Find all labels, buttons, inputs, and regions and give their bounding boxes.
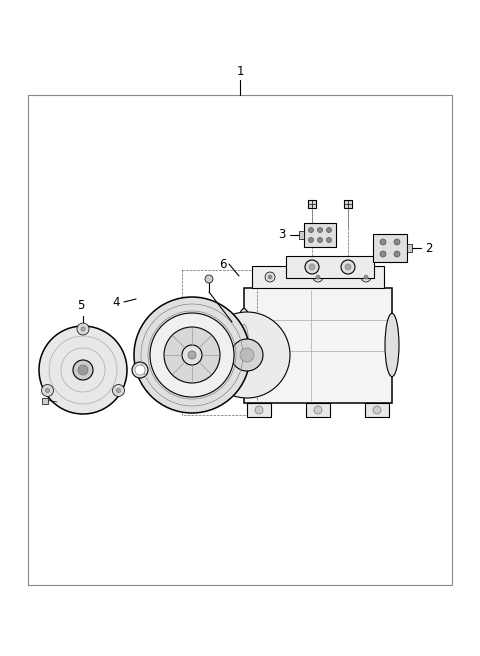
Circle shape <box>205 341 223 359</box>
Circle shape <box>345 264 351 270</box>
Circle shape <box>373 406 381 414</box>
Circle shape <box>255 406 263 414</box>
Circle shape <box>313 272 323 282</box>
Bar <box>182 270 257 415</box>
Circle shape <box>188 351 196 359</box>
Bar <box>306 403 330 417</box>
Circle shape <box>81 327 85 331</box>
Circle shape <box>77 323 89 335</box>
Circle shape <box>46 388 49 392</box>
Circle shape <box>132 362 148 378</box>
Bar <box>247 403 271 417</box>
Text: 2: 2 <box>425 241 432 255</box>
Circle shape <box>240 348 254 362</box>
Circle shape <box>134 297 250 413</box>
Circle shape <box>309 228 313 232</box>
Text: 5: 5 <box>77 299 84 312</box>
Circle shape <box>164 327 220 383</box>
Circle shape <box>314 406 322 414</box>
Ellipse shape <box>239 324 249 376</box>
Circle shape <box>112 384 124 396</box>
Circle shape <box>361 272 371 282</box>
Bar <box>344 200 352 208</box>
Ellipse shape <box>235 308 253 392</box>
Circle shape <box>380 239 386 245</box>
Bar <box>365 403 389 417</box>
Circle shape <box>309 264 315 270</box>
Bar <box>286 256 374 278</box>
Circle shape <box>316 275 320 279</box>
Circle shape <box>73 360 93 380</box>
Text: 1: 1 <box>236 65 244 78</box>
Bar <box>304 223 336 247</box>
Circle shape <box>231 339 263 371</box>
Circle shape <box>309 237 313 243</box>
Bar <box>214 341 246 359</box>
Circle shape <box>204 312 290 398</box>
Circle shape <box>210 346 218 354</box>
Bar <box>42 398 48 404</box>
Text: 3: 3 <box>278 228 286 241</box>
Circle shape <box>78 365 88 375</box>
Bar <box>28 95 452 585</box>
Circle shape <box>135 365 145 375</box>
Text: 4: 4 <box>112 295 120 308</box>
Circle shape <box>364 275 368 279</box>
Bar <box>252 266 384 288</box>
Circle shape <box>317 228 323 232</box>
Circle shape <box>117 388 120 392</box>
Circle shape <box>268 275 272 279</box>
Circle shape <box>39 326 127 414</box>
Circle shape <box>205 275 213 283</box>
Circle shape <box>341 260 355 274</box>
Text: 6: 6 <box>219 258 227 270</box>
Bar <box>407 244 412 252</box>
Circle shape <box>305 260 319 274</box>
Circle shape <box>41 384 53 396</box>
Circle shape <box>394 239 400 245</box>
Bar <box>373 234 407 262</box>
Circle shape <box>380 251 386 257</box>
Ellipse shape <box>385 314 399 377</box>
Bar <box>308 200 316 208</box>
Circle shape <box>265 272 275 282</box>
Circle shape <box>317 237 323 243</box>
Circle shape <box>182 345 202 365</box>
Circle shape <box>394 251 400 257</box>
Circle shape <box>150 313 234 397</box>
Bar <box>299 231 304 239</box>
Bar <box>244 288 392 403</box>
Circle shape <box>326 237 332 243</box>
Circle shape <box>326 228 332 232</box>
